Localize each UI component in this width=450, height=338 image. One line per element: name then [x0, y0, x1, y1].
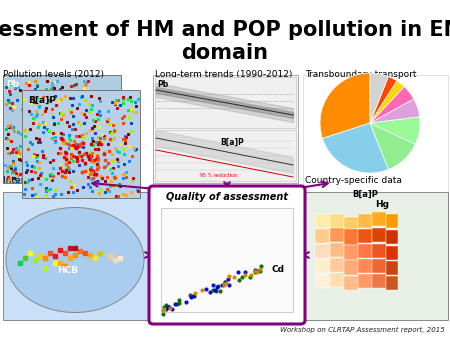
- Wedge shape: [370, 99, 419, 123]
- FancyBboxPatch shape: [22, 90, 140, 198]
- FancyBboxPatch shape: [330, 243, 344, 257]
- FancyBboxPatch shape: [330, 214, 344, 228]
- Text: B[a]P: B[a]P: [28, 96, 56, 105]
- FancyBboxPatch shape: [3, 192, 148, 320]
- Text: Pollution levels (2012): Pollution levels (2012): [3, 70, 104, 79]
- Ellipse shape: [6, 208, 144, 313]
- FancyBboxPatch shape: [372, 274, 386, 288]
- FancyBboxPatch shape: [358, 244, 372, 258]
- FancyBboxPatch shape: [315, 259, 329, 273]
- FancyBboxPatch shape: [315, 214, 329, 228]
- Wedge shape: [370, 117, 420, 144]
- FancyBboxPatch shape: [372, 228, 386, 242]
- Wedge shape: [323, 123, 388, 173]
- FancyBboxPatch shape: [330, 258, 344, 272]
- Text: Quality of assessment: Quality of assessment: [166, 192, 288, 202]
- FancyBboxPatch shape: [358, 229, 372, 243]
- FancyBboxPatch shape: [315, 244, 329, 258]
- FancyBboxPatch shape: [386, 214, 398, 228]
- FancyBboxPatch shape: [330, 228, 344, 242]
- FancyBboxPatch shape: [358, 274, 372, 288]
- FancyBboxPatch shape: [358, 259, 372, 273]
- Wedge shape: [370, 87, 414, 123]
- Wedge shape: [370, 123, 415, 169]
- FancyBboxPatch shape: [303, 75, 448, 198]
- Text: B[a]P: B[a]P: [352, 190, 378, 199]
- FancyBboxPatch shape: [149, 186, 305, 324]
- FancyBboxPatch shape: [372, 212, 386, 226]
- FancyBboxPatch shape: [344, 276, 358, 290]
- FancyBboxPatch shape: [372, 244, 386, 258]
- Text: Transboundary transport: Transboundary transport: [305, 70, 417, 79]
- FancyBboxPatch shape: [155, 77, 296, 128]
- FancyBboxPatch shape: [330, 273, 344, 287]
- Text: Pb: Pb: [157, 80, 168, 89]
- FancyBboxPatch shape: [155, 130, 296, 181]
- Wedge shape: [370, 73, 388, 123]
- FancyBboxPatch shape: [315, 229, 329, 243]
- FancyBboxPatch shape: [386, 261, 398, 275]
- FancyBboxPatch shape: [161, 208, 293, 312]
- FancyBboxPatch shape: [358, 214, 372, 228]
- FancyBboxPatch shape: [386, 276, 398, 290]
- Wedge shape: [320, 73, 370, 139]
- FancyBboxPatch shape: [386, 246, 398, 260]
- Wedge shape: [370, 76, 397, 123]
- Text: B[a]P: B[a]P: [220, 138, 244, 147]
- Text: Pb: Pb: [6, 80, 19, 89]
- FancyBboxPatch shape: [344, 217, 358, 231]
- FancyBboxPatch shape: [344, 229, 358, 245]
- Text: Country-specific data: Country-specific data: [305, 176, 402, 185]
- Text: 95 % reduction: 95 % reduction: [200, 173, 237, 178]
- FancyBboxPatch shape: [3, 75, 121, 183]
- Text: Workshop on CLRTAP Assessment report, 2015: Workshop on CLRTAP Assessment report, 20…: [280, 327, 445, 333]
- FancyBboxPatch shape: [153, 75, 298, 183]
- FancyBboxPatch shape: [315, 274, 329, 288]
- Text: Assessment of HM and POP pollution in EMEP
domain: Assessment of HM and POP pollution in EM…: [0, 20, 450, 63]
- Text: Cd: Cd: [271, 265, 284, 274]
- Text: HCB: HCB: [58, 266, 79, 275]
- Wedge shape: [370, 81, 404, 123]
- FancyBboxPatch shape: [386, 230, 398, 244]
- Text: Hg: Hg: [375, 200, 389, 209]
- FancyBboxPatch shape: [372, 259, 386, 273]
- FancyBboxPatch shape: [303, 192, 448, 320]
- Text: Long-term trends (1990-2012): Long-term trends (1990-2012): [155, 70, 292, 79]
- FancyBboxPatch shape: [344, 245, 358, 260]
- FancyBboxPatch shape: [344, 260, 358, 275]
- Text: Intercontinental transport: Intercontinental transport: [3, 176, 120, 185]
